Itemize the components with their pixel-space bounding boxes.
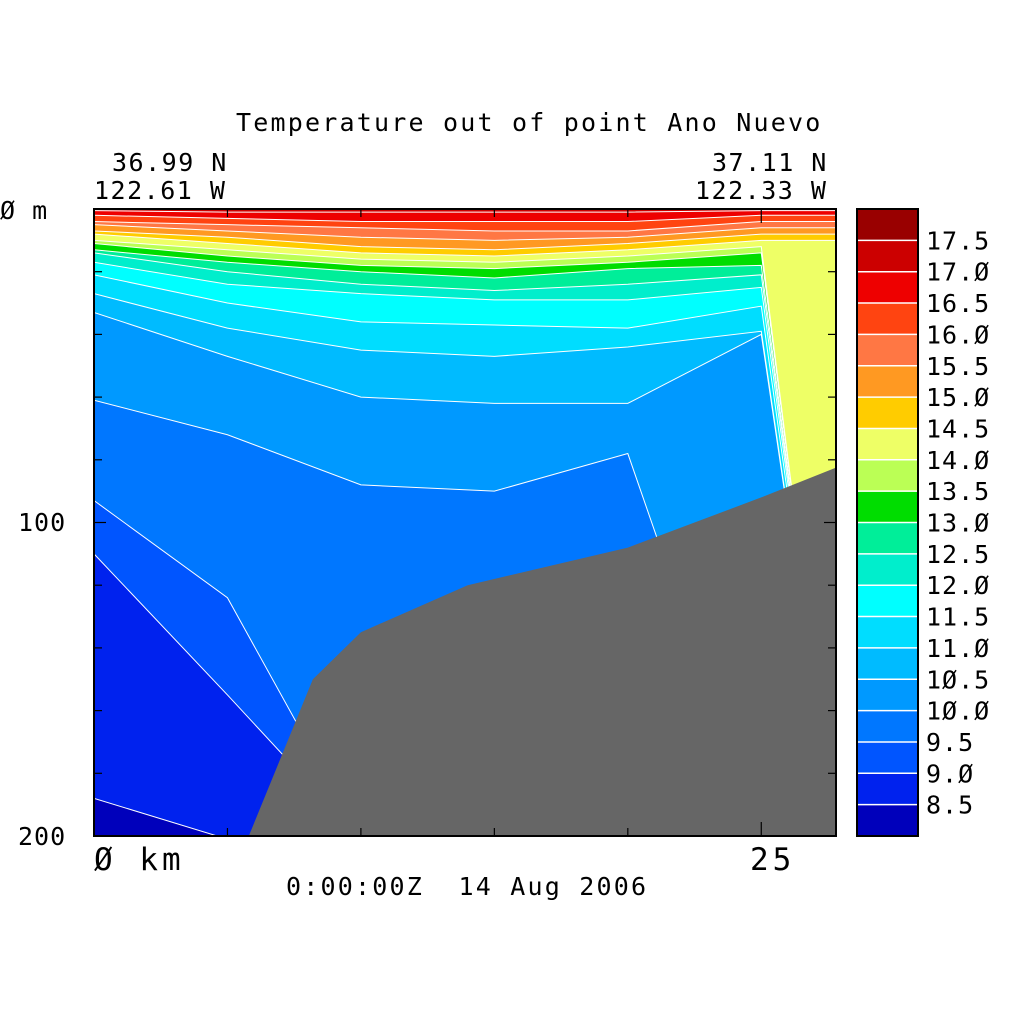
colorbar-swatch-6 (857, 616, 918, 649)
colorbar-swatch-15 (857, 334, 918, 367)
isotherm-line-12 (94, 261, 836, 836)
colorbar-label-13.5: 13.5 (926, 477, 990, 506)
isotherm-line-9 (94, 553, 359, 836)
isotherm-line-12.5 (94, 252, 836, 836)
colorbar-swatch-17 (857, 271, 918, 304)
timestamp-label: 0:00:00Z 14 Aug 2006 (286, 872, 649, 901)
colorbar-label-13: 13.Ø (926, 509, 990, 538)
colorbar-swatch-0 (857, 804, 918, 837)
colorbar-swatch-7 (857, 585, 918, 618)
colorbar-label-14.5: 14.5 (926, 414, 990, 443)
seafloor-bathymetry (248, 467, 836, 836)
colorbar-label-16: 16.Ø (926, 320, 990, 349)
colorbar-label-10.5: 1Ø.5 (926, 665, 990, 694)
colorbar-swatch-18 (857, 240, 918, 273)
colorbar-label-12: 12.Ø (926, 571, 990, 600)
colorbar-label-17.5: 17.5 (926, 226, 990, 255)
temperature-band-above-10.5 (94, 209, 836, 836)
colorbar-swatch-5 (857, 647, 918, 680)
colorbar-label-15: 15.Ø (926, 383, 990, 412)
start-latitude-label: 36.99 N (112, 148, 228, 177)
isotherm-line-13.5 (94, 242, 836, 836)
colorbar-swatch-3 (857, 710, 918, 743)
colorbar-swatch-13 (857, 397, 918, 429)
colorbar-label-11.5: 11.5 (926, 603, 990, 632)
colorbar-label-12.5: 12.5 (926, 540, 990, 569)
colorbar-label-9: 9.Ø (926, 759, 974, 788)
isotherm-line-15.5 (94, 224, 836, 241)
colorbar-label-8.5: 8.5 (926, 791, 974, 820)
colorbar-label-16.5: 16.5 (926, 289, 990, 318)
colorbar-swatch-8 (857, 553, 918, 586)
colorbar-label-9.5: 9.5 (926, 728, 974, 757)
colorbar-label-11: 11.Ø (926, 634, 990, 663)
colorbar-swatch-12 (857, 428, 918, 461)
colorbar-swatch-9 (857, 522, 918, 555)
colorbar-label-17: 17.Ø (926, 258, 990, 287)
isotherm-line-13 (94, 249, 836, 836)
x-tick-label-0: Ø km (94, 842, 185, 878)
colorbar-swatch-16 (857, 303, 918, 335)
isotherm-line-11.5 (94, 274, 836, 836)
isotherm-line-11 (94, 293, 836, 836)
colorbar-swatch-1 (857, 773, 918, 806)
y-tick-label-0: Ø m (0, 196, 49, 225)
y-tick-label-100: 100 (18, 508, 67, 537)
colorbar-swatch-19 (857, 209, 918, 241)
end-latitude-label: 37.11 N (712, 148, 828, 177)
colorbar-frame (856, 208, 919, 837)
y-tick-label-200: 200 (18, 822, 67, 851)
chart-title: Temperature out of point Ano Nuevo (236, 108, 823, 137)
end-longitude-label: 122.33 W (695, 176, 828, 205)
contour-fill-group (94, 209, 836, 836)
start-longitude-label: 122.61 W (94, 176, 227, 205)
colorbar-label-10: 1Ø.Ø (926, 697, 990, 726)
colorbar-swatch-11 (857, 459, 918, 492)
colorbar-label-15.5: 15.5 (926, 352, 990, 381)
colorbar-swatch-2 (857, 741, 918, 774)
isotherm-line-15 (94, 230, 836, 251)
colorbar-swatch-10 (857, 491, 918, 523)
isotherm-line-14.5 (94, 233, 836, 257)
colorbar-swatch-14 (857, 365, 918, 398)
isotherm-line-14 (94, 239, 836, 836)
colorbar-label-14: 14.Ø (926, 446, 990, 475)
isotherm-line-10 (94, 399, 761, 836)
colorbar-swatch-4 (857, 679, 918, 712)
x-tick-label-25: 25 (750, 842, 796, 878)
isotherm-line-9.5 (94, 500, 360, 836)
